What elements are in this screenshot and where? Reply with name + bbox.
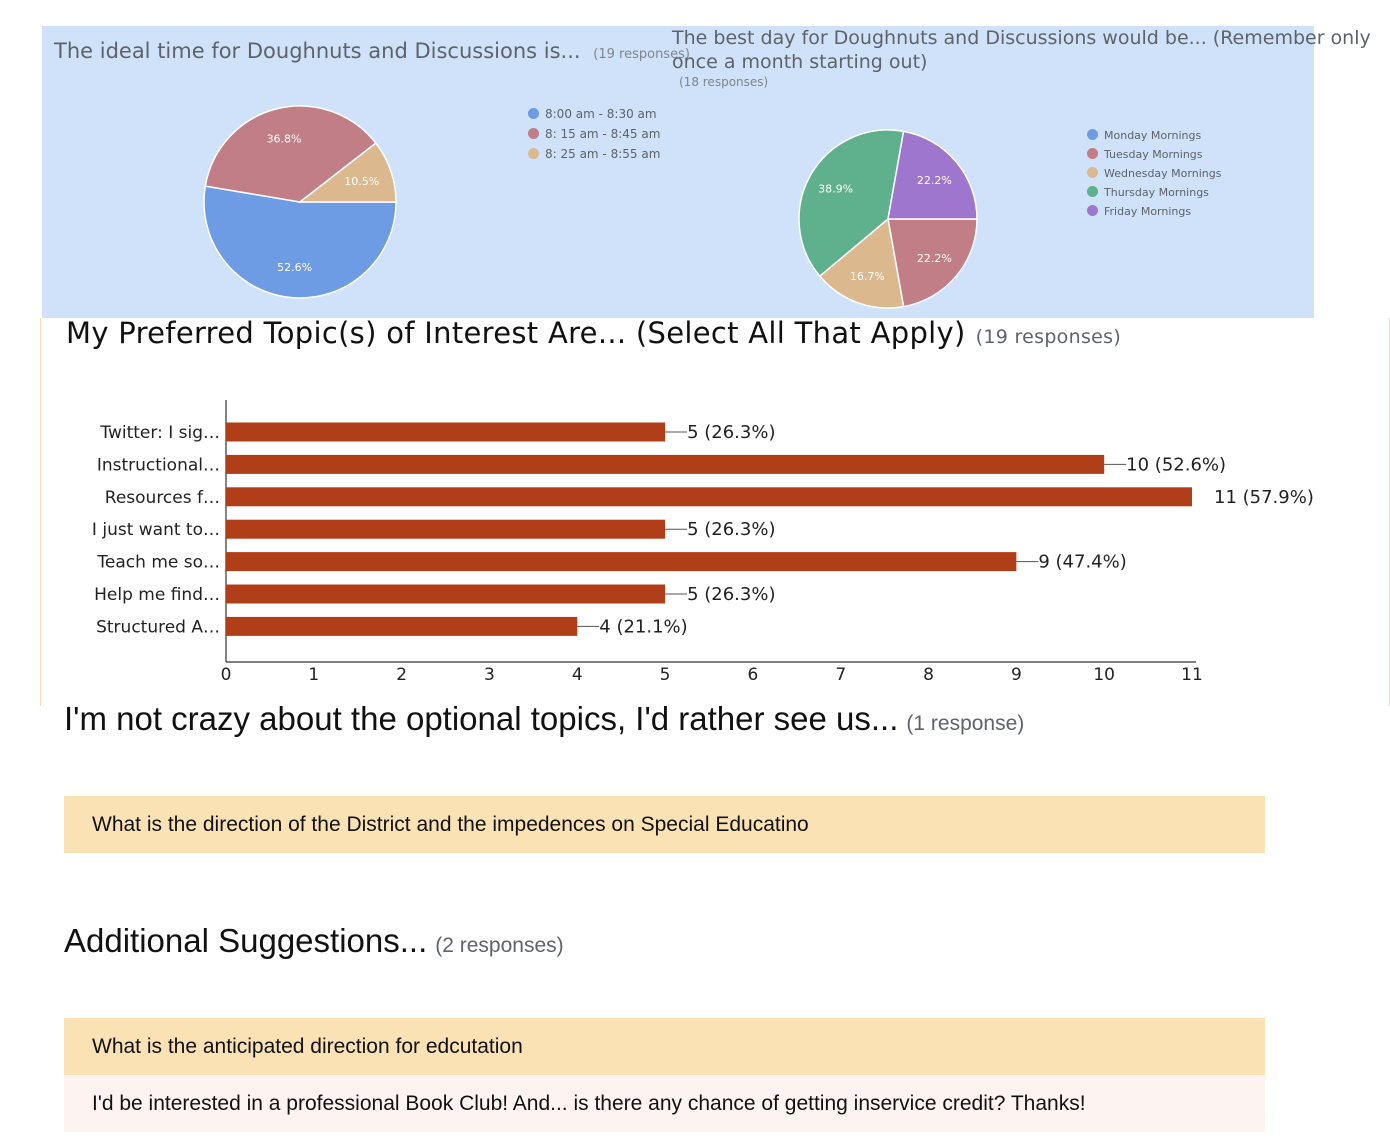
bar-chart-header: My Preferred Topic(s) of Interest Are...… — [66, 316, 1121, 350]
legend-label: Monday Mornings — [1104, 129, 1202, 142]
pie1-legend-item: 8: 15 am - 8:45 am — [528, 127, 660, 141]
legend-swatch — [1087, 148, 1098, 159]
legend-label: Tuesday Mornings — [1104, 148, 1203, 161]
x-tick-label: 11 — [1181, 665, 1203, 685]
bar-chart-canvas: 0 1 2 3 4 5 6 7 8 9 10 11 Twitter: I sig… 5 (26.3%) In… — [92, 400, 1314, 685]
bar — [226, 616, 578, 636]
pie1-header: The ideal time for Doughnuts and Discuss… — [54, 39, 690, 67]
suggestions-header: Additional Suggestions... (2 responses) — [64, 922, 564, 960]
legend-swatch — [528, 108, 539, 119]
optional-topics-header: I'm not crazy about the optional topics,… — [64, 700, 1024, 738]
pie1-slice-label: 36.8% — [267, 133, 302, 146]
pie1-slice-label: 52.6% — [277, 261, 312, 274]
y-category-label: Structured A… — [96, 617, 220, 637]
pie2-legend-item: Tuesday Mornings — [1087, 148, 1203, 161]
pie2-title-line1: The best day for Doughnuts and Discussio… — [672, 27, 1371, 49]
x-tick-label: 5 — [660, 665, 671, 685]
pie2-legend-item: Wednesday Mornings — [1087, 167, 1221, 180]
pie2-slice — [818, 217, 905, 309]
pie2-slice — [798, 129, 905, 278]
legend-swatch — [528, 148, 539, 159]
suggestions-title: Additional Suggestions... — [64, 922, 428, 959]
optional-topics-responses: (1 response) — [906, 712, 1025, 735]
bar — [226, 487, 1192, 507]
y-category-label: Twitter: I sig… — [99, 423, 220, 443]
legend-label: 8: 15 am - 8:45 am — [545, 127, 661, 141]
bar-chart-title: My Preferred Topic(s) of Interest Are...… — [66, 316, 966, 350]
pie2-responses: (18 responses) — [679, 75, 769, 89]
y-category-label: Teach me so… — [96, 553, 220, 573]
bar-data-label: 5 (26.3%) — [687, 422, 775, 443]
bar — [226, 519, 666, 539]
bar — [226, 454, 1105, 474]
optional-topics-title: I'm not crazy about the optional topics,… — [64, 700, 899, 737]
y-category-label: Resources f… — [105, 488, 220, 508]
pie2-legend-item: Thursday Mornings — [1087, 186, 1209, 199]
suggestion-answer: What is the anticipated direction for ed… — [64, 1018, 1265, 1075]
pie2-legend-item: Monday Mornings — [1087, 129, 1201, 142]
pie1-slice — [297, 142, 397, 203]
bar-data-label: 5 (26.3%) — [687, 519, 775, 540]
pie2-legend-item: Friday Mornings — [1087, 205, 1191, 218]
bar-chart-responses: (19 responses) — [975, 326, 1122, 348]
pie2-slice-label: 22.2% — [917, 174, 952, 187]
pie2-slice — [887, 130, 978, 220]
legend-label: Wednesday Mornings — [1104, 167, 1222, 180]
x-tick-label: 9 — [1011, 665, 1022, 685]
pie1-responses: (19 responses) — [593, 47, 690, 62]
pie1-slice — [203, 185, 397, 299]
x-tick-label: 0 — [221, 665, 232, 685]
legend-swatch — [1087, 205, 1098, 216]
x-tick-label: 3 — [484, 665, 495, 685]
pie2-slice — [887, 218, 978, 308]
pie2-slice-label: 38.9% — [818, 183, 853, 196]
y-category-label: Instructional… — [97, 455, 220, 475]
legend-swatch — [1087, 186, 1098, 197]
bar-data-label: 9 (47.4%) — [1038, 552, 1126, 573]
y-category-label: Help me find… — [94, 585, 220, 605]
x-tick-label: 6 — [747, 665, 758, 685]
optional-topics-answer: What is the direction of the District an… — [64, 796, 1265, 853]
legend-label: Thursday Mornings — [1104, 186, 1209, 199]
y-category-label: I just want to… — [92, 520, 220, 540]
pie1-title: The ideal time for Doughnuts and Discuss… — [54, 39, 581, 63]
bar-data-label: 4 (21.1%) — [599, 616, 687, 637]
pie2-slice-label: 22.2% — [917, 252, 952, 265]
legend-label: Friday Mornings — [1104, 205, 1192, 218]
x-tick-label: 8 — [923, 665, 934, 685]
bar — [226, 422, 666, 442]
x-tick-label: 4 — [572, 665, 583, 685]
pie1-slice-label: 10.5% — [344, 175, 379, 188]
suggestions-responses: (2 responses) — [435, 934, 564, 957]
bar-data-label: 5 (26.3%) — [687, 584, 775, 605]
bar-data-label: 10 (52.6%) — [1126, 454, 1226, 475]
pie1-slice — [204, 105, 377, 203]
legend-swatch — [1087, 167, 1098, 178]
pie-charts-canvas: 52.6% 36.8% 10.5% 22.2% 16.7% 38.9% 22.2% — [203, 105, 978, 309]
pie2-slice-label: 16.7% — [850, 270, 885, 283]
bar-data-label: 11 (57.9%) — [1214, 487, 1314, 508]
pie2-title-line2: once a month starting out) — [672, 51, 928, 73]
legend-label: 8:00 am - 8:30 am — [545, 107, 657, 121]
x-tick-label: 10 — [1093, 665, 1115, 685]
pie1-legend-item: 8:00 am - 8:30 am — [528, 107, 657, 121]
legend-label: 8: 25 am - 8:55 am — [545, 147, 661, 161]
pie2-header: The best day for Doughnuts and Discussio… — [672, 26, 1371, 90]
x-tick-label: 7 — [835, 665, 846, 685]
bar — [226, 584, 666, 604]
bar — [226, 552, 1017, 572]
x-tick-label: 1 — [308, 665, 319, 685]
legend-swatch — [528, 128, 539, 139]
suggestion-answer: I'd be interested in a professional Book… — [64, 1075, 1265, 1132]
x-tick-label: 2 — [396, 665, 407, 685]
pie1-legend-item: 8: 25 am - 8:55 am — [528, 147, 660, 161]
legend-swatch — [1087, 129, 1098, 140]
